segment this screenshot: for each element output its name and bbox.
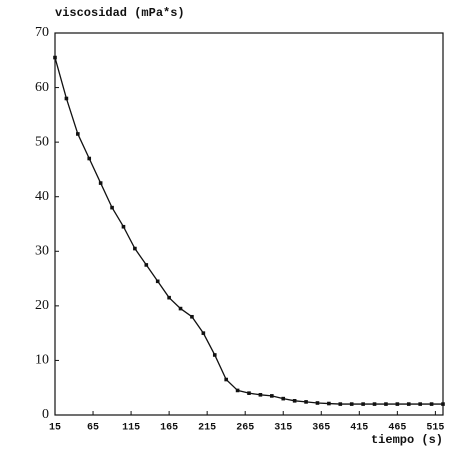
data-point <box>98 181 103 185</box>
data-point <box>349 402 354 406</box>
data-point <box>76 132 80 136</box>
data-point <box>235 388 240 393</box>
data-point <box>247 391 251 395</box>
y-tick-label: 30 <box>35 244 49 259</box>
data-point <box>418 402 422 406</box>
x-tick-label: 215 <box>198 423 216 434</box>
y-tick-label: 50 <box>35 134 49 149</box>
data-point <box>53 55 57 60</box>
data-point <box>110 205 114 210</box>
y-tick-label: 20 <box>35 298 49 313</box>
data-point <box>167 295 171 300</box>
x-tick-label: 115 <box>122 423 140 434</box>
data-point <box>212 353 217 357</box>
data-point <box>190 314 194 319</box>
chart-title: viscosidad (mPa*s) <box>55 6 185 20</box>
data-point <box>441 402 445 406</box>
data-point <box>292 399 297 403</box>
y-tick-label: 40 <box>35 189 49 204</box>
data-point <box>429 402 434 406</box>
data-point <box>315 401 320 405</box>
plot-frame <box>54 32 444 416</box>
data-point <box>64 96 69 101</box>
data-point <box>395 402 400 406</box>
data-point <box>281 396 286 401</box>
data-point <box>327 401 331 406</box>
y-tick-label: 0 <box>42 407 49 422</box>
data-point <box>304 400 308 404</box>
x-tick-label: 165 <box>160 423 178 434</box>
x-tick-label: 15 <box>49 423 61 434</box>
data-point <box>121 224 126 229</box>
x-tick-label: 365 <box>312 423 330 434</box>
x-tick-label: 65 <box>87 423 99 434</box>
data-point <box>372 402 377 406</box>
data-point <box>270 394 274 398</box>
data-point <box>258 393 263 397</box>
data-point <box>406 402 411 406</box>
data-point <box>338 402 343 406</box>
data-point <box>224 377 228 382</box>
data-point <box>201 331 206 335</box>
data-point <box>133 246 137 251</box>
data-point <box>155 279 160 284</box>
x-tick-label: 515 <box>426 423 444 434</box>
y-tick-label: 10 <box>35 353 49 368</box>
data-point <box>178 306 183 311</box>
x-axis-label: tiempo (s) <box>371 433 443 447</box>
data-point <box>361 402 365 406</box>
data-point <box>144 263 149 267</box>
x-tick-label: 415 <box>350 423 368 434</box>
data-point <box>384 402 388 406</box>
data-point <box>87 156 92 161</box>
x-tick-label: 265 <box>236 423 254 434</box>
x-tick-label: 315 <box>274 423 292 434</box>
data-line <box>54 57 443 405</box>
x-tick-label: 465 <box>388 423 406 434</box>
y-tick-label: 60 <box>35 80 49 95</box>
y-tick-label: 70 <box>35 25 49 40</box>
